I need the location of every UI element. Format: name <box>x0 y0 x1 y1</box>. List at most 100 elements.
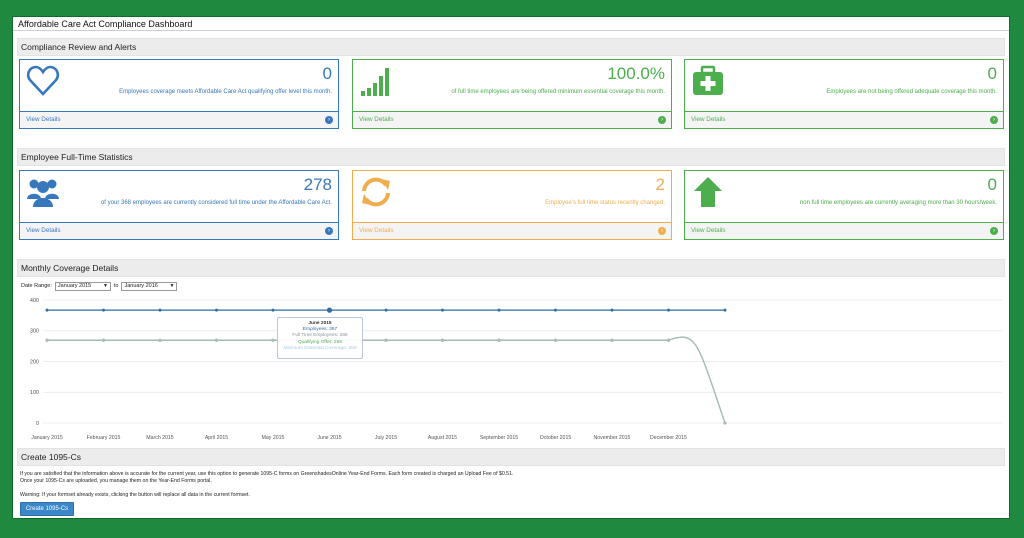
data-point-full-time-employees <box>441 338 444 342</box>
caret-down-icon: ▼ <box>102 282 108 289</box>
card-inadequate-coverage: 0 Employees are not being offered adequa… <box>684 59 1004 129</box>
tooltip-minimum-coverage: Minimum Essential Coverage: 269 <box>283 345 357 351</box>
x-tick-label: September 2015 <box>480 435 518 440</box>
tooltip-employees: Employees: 367 <box>302 327 338 333</box>
card-value: 0 <box>987 64 997 83</box>
x-tick-label: November 2015 <box>594 435 631 440</box>
card-description: Employee's full time status recently cha… <box>545 200 665 206</box>
view-details-link[interactable]: View Details › <box>20 111 338 128</box>
data-point-full-time-employees <box>45 338 49 342</box>
x-tick-label: June 2015 <box>317 435 341 440</box>
card-description: non full time employees are currently av… <box>799 200 997 206</box>
create-info-line-2: Once your 1095-Cs are uploaded, you mana… <box>20 478 212 485</box>
data-point-employees <box>497 308 501 312</box>
x-tick-label: December 2015 <box>650 435 687 440</box>
data-point-full-time-employees <box>102 338 105 342</box>
x-tick-label: October 2015 <box>540 435 572 440</box>
arrow-circle-right-icon: › <box>658 116 666 124</box>
data-point-full-time-employees <box>384 338 388 342</box>
arrow-circle-right-icon: › <box>325 116 333 124</box>
create-warning: Warning: If your formset already exists,… <box>20 492 250 499</box>
data-point-employees <box>667 308 670 312</box>
data-point-full-time-employees <box>497 338 501 342</box>
data-point-full-time-employees <box>610 338 614 342</box>
card-description: of your 368 employees are currently cons… <box>100 200 332 206</box>
y-tick-label: 300 <box>30 329 39 335</box>
view-details-label: View Details <box>359 116 394 123</box>
x-tick-label: January 2015 <box>31 435 63 440</box>
card-value: 0 <box>322 64 332 83</box>
data-point-full-time-employees <box>667 338 670 342</box>
arrow-circle-right-icon: › <box>990 227 998 235</box>
arrow-circle-right-icon: › <box>658 227 666 235</box>
medkit-icon <box>693 65 723 95</box>
app-title: Affordable Care Act Compliance Dashboard <box>13 17 1009 31</box>
series-line-full-time-employees <box>47 336 726 424</box>
view-details-label: View Details <box>26 227 61 234</box>
date-to-select[interactable]: January 2016 ▼ <box>121 281 178 291</box>
tooltip-qualifying-offer: Qualifying Offer: 269 <box>298 339 342 345</box>
date-range-label: Date Range: <box>21 283 52 289</box>
create-1095-cs-button[interactable]: Create 1095-Cs <box>20 502 74 516</box>
arrow-circle-right-icon: › <box>990 116 998 124</box>
section-compliance-heading: Compliance Review and Alerts <box>17 38 1005 56</box>
create-instructions: If you are satisfied that the informatio… <box>20 471 513 500</box>
x-tick-label: May 2015 <box>262 435 285 440</box>
series-line-minimum-essential-coverage <box>47 336 726 424</box>
card-description: of full time employees are being offered… <box>451 89 665 95</box>
card-value: 100.0% <box>607 64 665 83</box>
y-tick-label: 0 <box>36 421 39 427</box>
data-point-full-time-employees <box>723 421 727 425</box>
view-details-link[interactable]: View Details › <box>685 222 1003 239</box>
y-tick-label: 400 <box>30 298 39 304</box>
date-to-value: January 2016 <box>124 282 158 289</box>
data-point-employees <box>158 308 162 312</box>
date-from-value: January 2015 <box>57 282 92 289</box>
caret-down-icon: ▼ <box>169 282 175 289</box>
date-from-select[interactable]: January 2015 ▼ <box>54 281 111 291</box>
data-point-employees <box>102 308 105 312</box>
refresh-icon <box>362 177 390 207</box>
monthly-coverage-chart: 0 100 200 300 400 January 2015 February 2015 Ma… <box>30 298 1002 440</box>
view-details-label: View Details <box>691 227 726 234</box>
card-description: Employees coverage meets Affordable Care… <box>119 89 332 95</box>
card-description: Employees are not being offered adequate… <box>826 89 997 95</box>
dashboard-window: Affordable Care Act Compliance Dashboard… <box>12 16 1010 519</box>
arrow-up-icon <box>694 177 722 207</box>
data-point-employees <box>384 308 388 312</box>
data-point-employees <box>326 307 333 313</box>
data-point-employees <box>215 308 218 312</box>
card-qualifying-offer: 0 Employees coverage meets Affordable Ca… <box>19 59 339 129</box>
view-details-link[interactable]: View Details › <box>353 222 671 239</box>
view-details-link[interactable]: View Details › <box>353 111 671 128</box>
card-minimum-essential-coverage: 100.0% of full time employees are being … <box>352 59 672 129</box>
section-fulltime-heading: Employee Full-Time Statistics <box>17 148 1005 166</box>
x-tick-label: July 2015 <box>375 435 397 440</box>
data-point-employees <box>45 308 49 312</box>
data-point-full-time-employees <box>271 338 275 342</box>
date-range-filter: Date Range: January 2015 ▼ to January 20… <box>21 281 178 291</box>
view-details-link[interactable]: View Details › <box>20 222 338 239</box>
data-point-employees <box>441 308 444 312</box>
signal-bars-icon <box>361 68 389 96</box>
tooltip-full-time: Full Time Employees: 269 <box>292 333 348 339</box>
data-point-full-time-employees <box>158 338 162 342</box>
x-tick-label: August 2015 <box>428 435 457 440</box>
chart-tooltip: June 2015 Employees: 367 Full Time Emplo… <box>277 317 363 359</box>
x-tick-label: April 2015 <box>205 435 228 440</box>
data-point-full-time-employees <box>554 338 557 342</box>
section-monthly-heading: Monthly Coverage Details <box>17 259 1005 277</box>
y-tick-label: 100 <box>30 390 39 396</box>
data-point-employees <box>554 308 557 312</box>
section-create-heading: Create 1095-Cs <box>17 448 1005 466</box>
card-full-time-employees: 278 of your 368 employees are currently … <box>19 170 339 240</box>
view-details-link[interactable]: View Details › <box>685 111 1003 128</box>
card-status-changed: 2 Employee's full time status recently c… <box>352 170 672 240</box>
y-tick-label: 200 <box>30 359 39 365</box>
data-point-employees <box>723 308 727 312</box>
card-averaging-over-30-hours: 0 non full time employees are currently … <box>684 170 1004 240</box>
view-details-label: View Details <box>359 227 394 234</box>
create-info-line-1: If you are satisfied that the informatio… <box>20 471 514 477</box>
x-tick-label: March 2015 <box>146 435 174 440</box>
data-point-employees <box>610 308 614 312</box>
